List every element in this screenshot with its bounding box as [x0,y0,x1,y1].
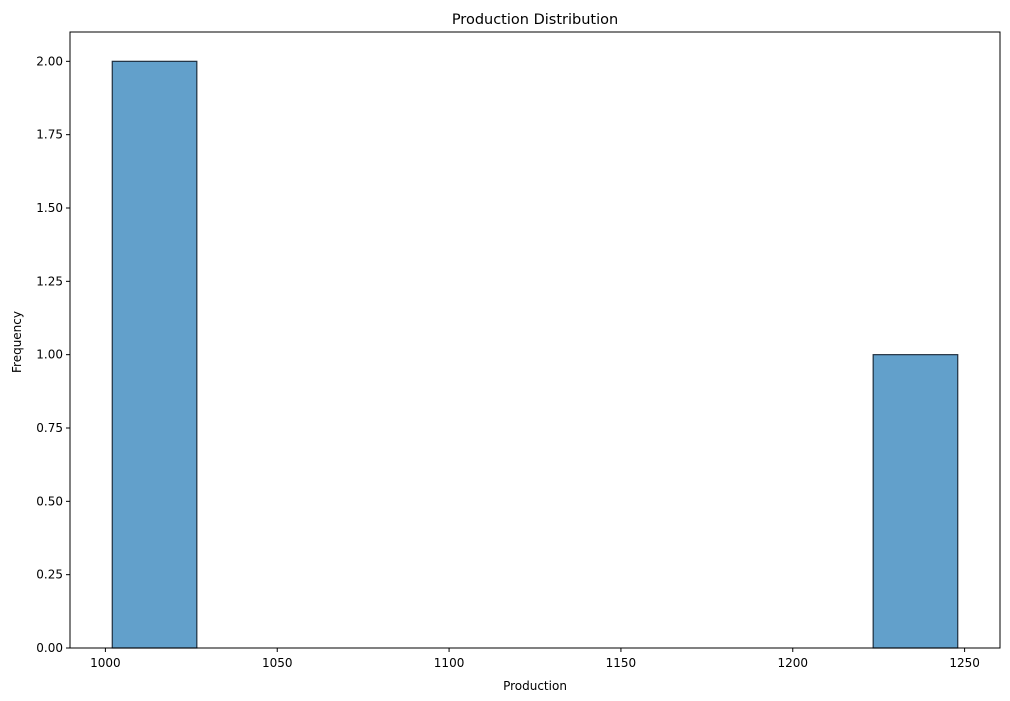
x-axis-title: Production [503,679,567,693]
y-tick-label: 1.75 [36,128,63,142]
chart-title: Production Distribution [452,12,618,28]
y-axis-title: Frequency [10,311,24,373]
histogram-bar [872,354,959,649]
histogram-bar [111,60,198,649]
y-tick-label: 0.25 [36,568,63,582]
y-tick-label: 2.00 [36,54,63,68]
plot-frame [69,31,1001,649]
x-tick-label: 1100 [434,656,465,670]
y-tick-label: 0.00 [36,641,63,655]
y-tick-label: 0.75 [36,421,63,435]
x-tick-label: 1150 [606,656,637,670]
x-axis-ticks: 1000 1050 1100 1150 1200 1250 [90,648,980,670]
x-tick-label: 1050 [262,656,293,670]
y-tick-label: 1.25 [36,274,63,288]
y-tick-label: 0.50 [36,494,63,508]
x-tick-label: 1200 [777,656,808,670]
y-tick-label: 1.00 [36,348,63,362]
x-tick-label: 1250 [949,656,980,670]
y-axis-ticks: 0.00 0.25 0.50 0.75 1.00 1.25 1.50 1.75 2.00 [36,54,70,655]
bars-group [111,60,959,649]
y-tick-label: 1.50 [36,201,63,215]
x-tick-label: 1000 [90,656,121,670]
